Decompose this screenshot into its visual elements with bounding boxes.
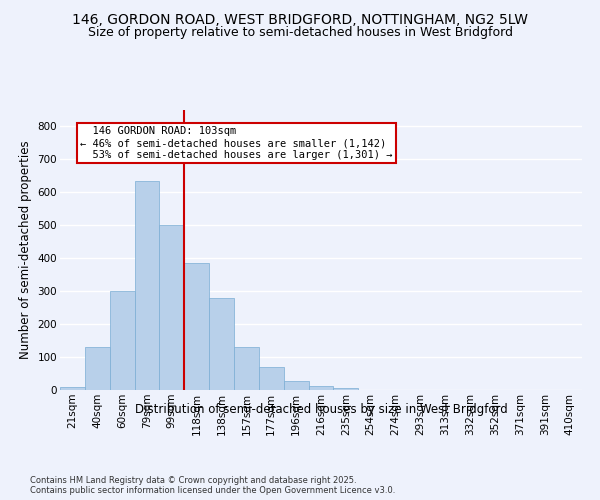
- Bar: [209, 298, 234, 390]
- Bar: [308, 386, 334, 390]
- Bar: [284, 381, 308, 390]
- Bar: [184, 263, 209, 390]
- Text: Distribution of semi-detached houses by size in West Bridgford: Distribution of semi-detached houses by …: [134, 402, 508, 415]
- Text: Size of property relative to semi-detached houses in West Bridgford: Size of property relative to semi-detach…: [88, 26, 512, 39]
- Bar: [160, 226, 184, 390]
- Bar: [85, 347, 110, 390]
- Bar: [234, 347, 259, 390]
- Bar: [259, 367, 284, 390]
- Bar: [134, 181, 160, 390]
- Y-axis label: Number of semi-detached properties: Number of semi-detached properties: [19, 140, 32, 360]
- Bar: [60, 386, 85, 390]
- Text: 146, GORDON ROAD, WEST BRIDGFORD, NOTTINGHAM, NG2 5LW: 146, GORDON ROAD, WEST BRIDGFORD, NOTTIN…: [72, 12, 528, 26]
- Text: Contains HM Land Registry data © Crown copyright and database right 2025.
Contai: Contains HM Land Registry data © Crown c…: [30, 476, 395, 495]
- Bar: [334, 388, 358, 390]
- Bar: [110, 291, 134, 390]
- Text: 146 GORDON ROAD: 103sqm
← 46% of semi-detached houses are smaller (1,142)
  53% : 146 GORDON ROAD: 103sqm ← 46% of semi-de…: [80, 126, 392, 160]
